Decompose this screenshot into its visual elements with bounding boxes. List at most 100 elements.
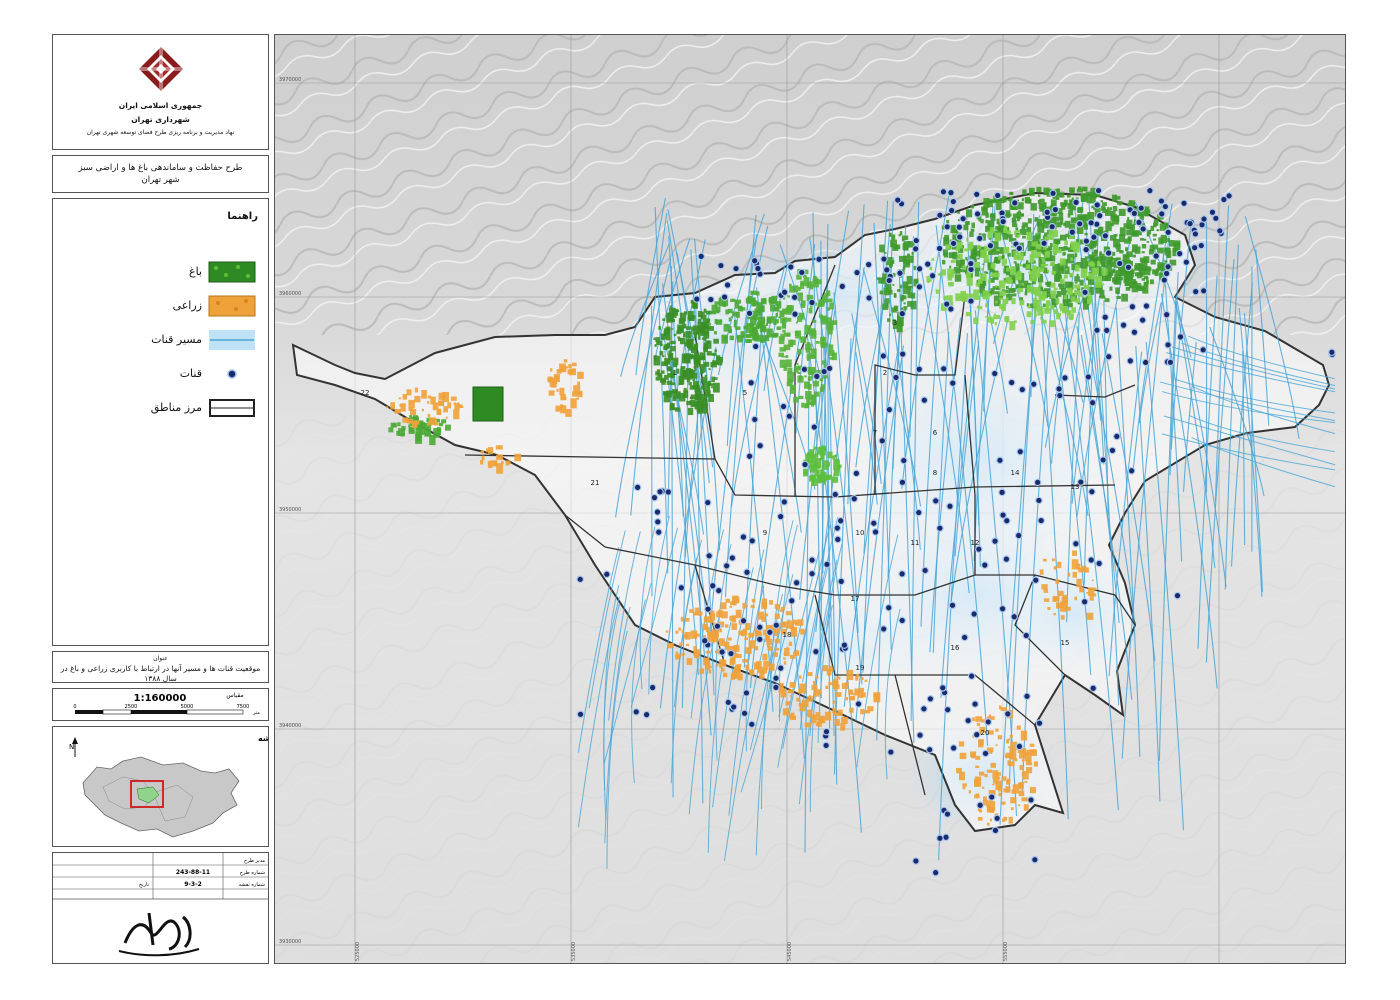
qanat-well xyxy=(1186,219,1194,228)
qanat-well xyxy=(880,255,888,263)
qanat-well xyxy=(949,239,958,248)
qanat-well xyxy=(713,622,722,630)
qanat-well xyxy=(1166,358,1175,367)
qanat-well xyxy=(808,569,816,578)
farm-swatch xyxy=(208,295,256,317)
qanat-well xyxy=(869,519,878,528)
district-label-22: 22 xyxy=(361,389,370,397)
qanat-well xyxy=(1014,531,1023,540)
qanat-well xyxy=(800,365,809,374)
qanat-well xyxy=(1033,478,1042,487)
qanat-well xyxy=(1102,326,1111,335)
qanat-well xyxy=(935,244,944,253)
qanat-well xyxy=(1115,259,1124,268)
district-label-14: 14 xyxy=(1011,469,1020,477)
qanat-well xyxy=(912,236,921,245)
qanat-well xyxy=(776,664,785,672)
qanat-well xyxy=(898,616,907,625)
legend-item-farm: زراعی xyxy=(53,295,270,321)
qanat-well xyxy=(739,616,748,625)
qanat-well xyxy=(1018,385,1027,394)
district-label-10: 10 xyxy=(856,529,865,537)
qanat-well xyxy=(976,801,984,810)
qanat-well xyxy=(833,524,842,532)
qanat-well xyxy=(1082,237,1091,245)
qanat-well xyxy=(1162,310,1171,319)
qanat-well xyxy=(697,252,705,261)
tehran-map[interactable]: 3970000 3960000 3950000 3940000 3930000 52500… xyxy=(275,35,1346,964)
qanat-well xyxy=(790,293,799,302)
qanat-well xyxy=(939,187,948,196)
qanat-well xyxy=(1093,201,1102,209)
district-label-2: 2 xyxy=(883,369,887,377)
qanat-well xyxy=(1016,447,1025,456)
qanat-well xyxy=(949,197,958,206)
qanat-well xyxy=(981,749,990,758)
qanat-well xyxy=(1104,249,1113,257)
qanat-well xyxy=(1130,328,1139,337)
qanat-well xyxy=(1010,612,1019,621)
legend-label-orchard: باغ xyxy=(189,265,202,278)
qanat-well xyxy=(747,378,755,387)
qanat-well xyxy=(714,586,723,595)
qanat-well xyxy=(1101,313,1110,322)
qanat-well xyxy=(1157,197,1166,205)
qanat-well xyxy=(1099,456,1107,464)
qanat-well xyxy=(813,372,821,381)
svg-text:N: N xyxy=(69,743,74,751)
qanat-well xyxy=(923,260,932,268)
qanat-well xyxy=(1049,189,1057,198)
qanat-well xyxy=(722,562,731,570)
qanat-well xyxy=(808,298,816,307)
qanat-well xyxy=(723,281,732,289)
qanat-well xyxy=(898,478,907,487)
north-arrow-icon: N xyxy=(69,737,78,757)
map-frame[interactable]: 3970000 3960000 3950000 3940000 3930000 52500… xyxy=(274,34,1346,964)
qanat-well xyxy=(1087,219,1095,227)
qanat-well xyxy=(971,700,979,708)
qanat-well xyxy=(786,263,795,271)
qanat-well xyxy=(921,566,929,575)
qanat-well xyxy=(838,282,847,291)
qanat-well xyxy=(911,245,920,253)
qanat-well xyxy=(993,191,1002,200)
qanat-well xyxy=(926,695,935,703)
qanat-well xyxy=(815,255,823,264)
qanat-well xyxy=(1023,692,1031,701)
qanat-well xyxy=(703,498,712,507)
qanat-well xyxy=(1040,239,1048,248)
district-label-9: 9 xyxy=(763,529,767,537)
qanat-well xyxy=(993,814,1001,823)
qanat-points[interactable] xyxy=(576,186,1336,877)
qanat-well xyxy=(972,730,981,739)
qanat-well xyxy=(822,741,830,750)
qanat-well xyxy=(1199,287,1208,295)
scale-tick-3: 7500 xyxy=(237,704,250,710)
qanat-well xyxy=(986,241,995,250)
qanat-well xyxy=(1088,487,1096,496)
qanat-well xyxy=(837,577,846,586)
locator-extent-box xyxy=(130,780,164,808)
district-label-21: 21 xyxy=(591,479,600,487)
qanat-well xyxy=(1010,199,1019,207)
district-label-1: 1 xyxy=(673,369,677,377)
qanat-well xyxy=(991,537,999,545)
qanat-well xyxy=(742,689,751,697)
qanat-well xyxy=(1191,287,1200,296)
qanat-well xyxy=(936,211,944,220)
district-label-20: 20 xyxy=(981,729,990,737)
qanat-well xyxy=(1162,269,1171,278)
qanat-well xyxy=(955,223,964,231)
qanat-well xyxy=(834,535,842,544)
qanat-well xyxy=(1176,333,1185,341)
qanat-well xyxy=(943,705,952,714)
qanat-well xyxy=(1051,205,1060,214)
scale-tick-2: 5000 xyxy=(181,704,194,710)
qanat-well xyxy=(1056,391,1064,400)
qanat-well xyxy=(991,826,1000,835)
qanat-well xyxy=(1164,262,1172,271)
qanat-well xyxy=(975,234,984,243)
qanat-well xyxy=(772,683,780,692)
qanat-well xyxy=(1139,225,1147,233)
orchard-patches xyxy=(388,186,1181,486)
